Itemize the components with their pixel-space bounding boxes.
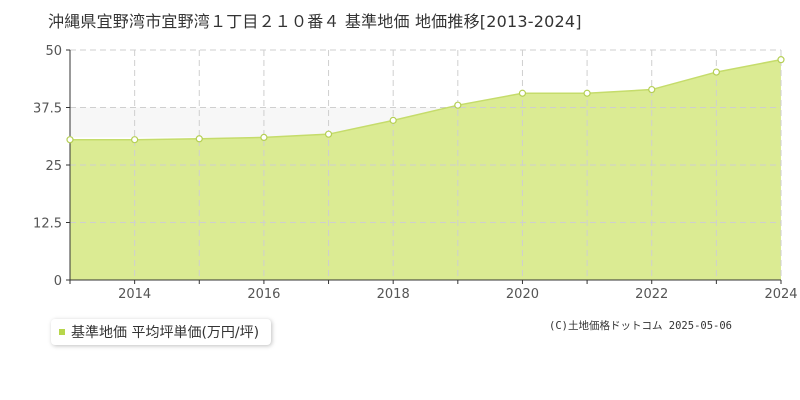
data-point xyxy=(583,89,591,97)
data-point xyxy=(389,116,397,124)
series-area xyxy=(70,59,781,280)
credit-text: (C)土地価格ドットコム 2025-05-06 xyxy=(549,320,733,332)
y-tick-label: 0 xyxy=(54,274,62,289)
x-tick-label: 2018 xyxy=(377,287,410,302)
data-point xyxy=(454,101,462,109)
legend-swatch xyxy=(59,329,65,335)
x-tick-label: 2020 xyxy=(506,287,539,302)
y-tick-label: 37.5 xyxy=(33,102,62,117)
x-tick-label: 2022 xyxy=(635,287,668,302)
x-tick-label: 2016 xyxy=(247,287,280,302)
data-point xyxy=(131,136,139,144)
legend: 基準地価 平均坪単価(万円/坪) xyxy=(51,319,272,345)
data-point xyxy=(518,89,527,97)
data-point xyxy=(648,85,656,94)
chart-title: 沖縄県宜野湾市宜野湾１丁目２１０番４ 基準地価 地価推移[2013-2024] xyxy=(48,12,582,31)
y-tick-label: 25 xyxy=(45,159,62,174)
series-line xyxy=(70,58,782,141)
data-point xyxy=(324,130,333,138)
y-tick-label: 12.5 xyxy=(33,217,62,232)
data-point xyxy=(712,68,720,76)
legend-label: 基準地価 平均坪単価(万円/坪) xyxy=(71,325,260,341)
x-tick-label: 2014 xyxy=(118,287,151,302)
data-point xyxy=(66,136,74,144)
data-point xyxy=(195,135,203,143)
data-point xyxy=(777,56,785,64)
data-point xyxy=(260,133,268,141)
y-tick-label: 50 xyxy=(45,44,62,59)
x-tick-label: 2024 xyxy=(764,287,797,302)
